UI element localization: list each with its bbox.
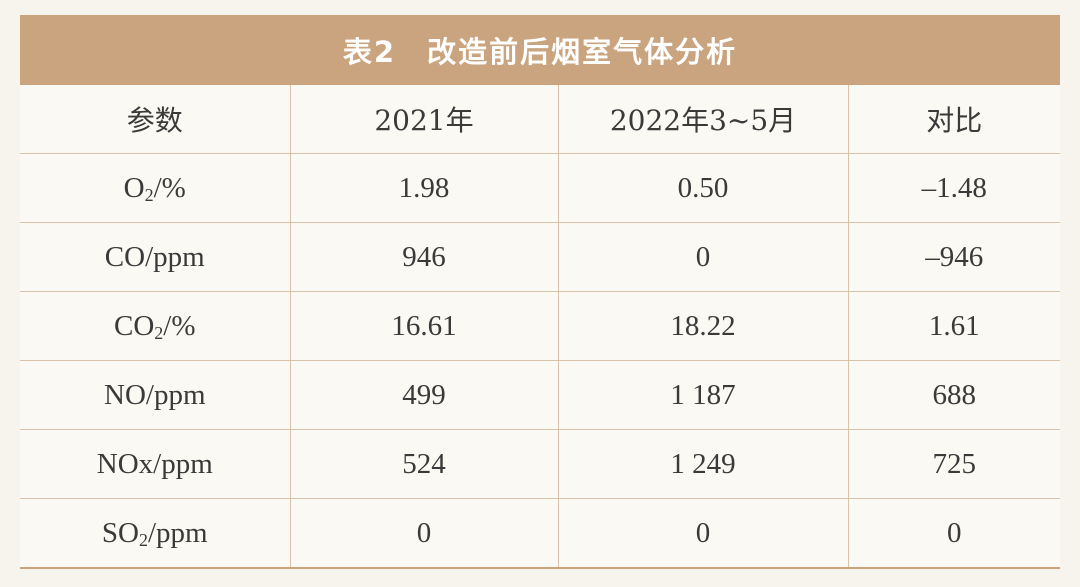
value-2022: 0 (557, 498, 848, 569)
param-subscript: 2 (138, 529, 148, 550)
table-row: NO/ppm 499 1 187 688 (20, 360, 1060, 430)
value-diff: 725 (847, 429, 1060, 499)
param-cell: NOx/ppm (20, 429, 290, 499)
value-2022: 1 249 (557, 429, 848, 499)
param-unit: /% (153, 171, 186, 204)
table-title-bar: 表2 改造前后烟室气体分析 (20, 15, 1060, 85)
header-param: 参数 (126, 104, 183, 137)
value-diff: 0 (847, 498, 1060, 569)
header-2022: 2022年3~5月 (557, 85, 848, 154)
table-title: 表2 改造前后烟室气体分析 (342, 35, 738, 69)
param-base: CO/ppm (104, 240, 205, 273)
param-base: SO (101, 516, 139, 549)
param-base: NOx/ppm (96, 447, 213, 480)
gas-analysis-table: 表2 改造前后烟室气体分析 参数 2021年 2022年3~5月 对比 O2/%… (20, 15, 1060, 569)
value-diff: –946 (847, 222, 1060, 292)
value-2021: 1.98 (289, 153, 558, 223)
param-base: O (123, 171, 145, 204)
value-diff: –1.48 (847, 153, 1060, 223)
value-diff: 1.61 (847, 291, 1060, 361)
value-2022: 0 (557, 222, 848, 292)
param-cell: CO/ppm (20, 222, 290, 292)
value-2021: 499 (289, 360, 558, 430)
param-base: NO/ppm (104, 378, 206, 411)
param-unit: /ppm (147, 516, 208, 549)
value-2021: 16.61 (289, 291, 558, 361)
header-row: 参数 2021年 2022年3~5月 对比 (20, 85, 1060, 154)
param-cell: NO/ppm (20, 360, 290, 430)
value-2022: 1 187 (557, 360, 848, 430)
value-2022: 0.50 (557, 153, 848, 223)
param-cell: O2/% (20, 153, 290, 223)
table-row: O2/% 1.98 0.50 –1.48 (20, 153, 1060, 223)
param-cell: SO2/ppm (20, 498, 290, 569)
value-2021: 946 (289, 222, 558, 292)
table-row: NOx/ppm 524 1 249 725 (20, 429, 1060, 499)
value-diff: 688 (847, 360, 1060, 430)
data-table: 参数 2021年 2022年3~5月 对比 O2/% 1.98 0.50 –1.… (20, 85, 1060, 569)
header-2021: 2021年 (289, 85, 558, 154)
param-unit: /% (163, 309, 196, 342)
param-subscript: 2 (154, 322, 164, 343)
param-subscript: 2 (144, 184, 154, 205)
value-2021: 0 (289, 498, 558, 569)
value-2022: 18.22 (557, 291, 848, 361)
param-cell: CO2/% (20, 291, 290, 361)
header-diff: 对比 (847, 85, 1060, 154)
table-row: CO2/% 16.61 18.22 1.61 (20, 291, 1060, 361)
value-2021: 524 (289, 429, 558, 499)
table-row: SO2/ppm 0 0 0 (20, 498, 1060, 569)
param-base: CO (113, 309, 155, 342)
table-row: CO/ppm 946 0 –946 (20, 222, 1060, 292)
